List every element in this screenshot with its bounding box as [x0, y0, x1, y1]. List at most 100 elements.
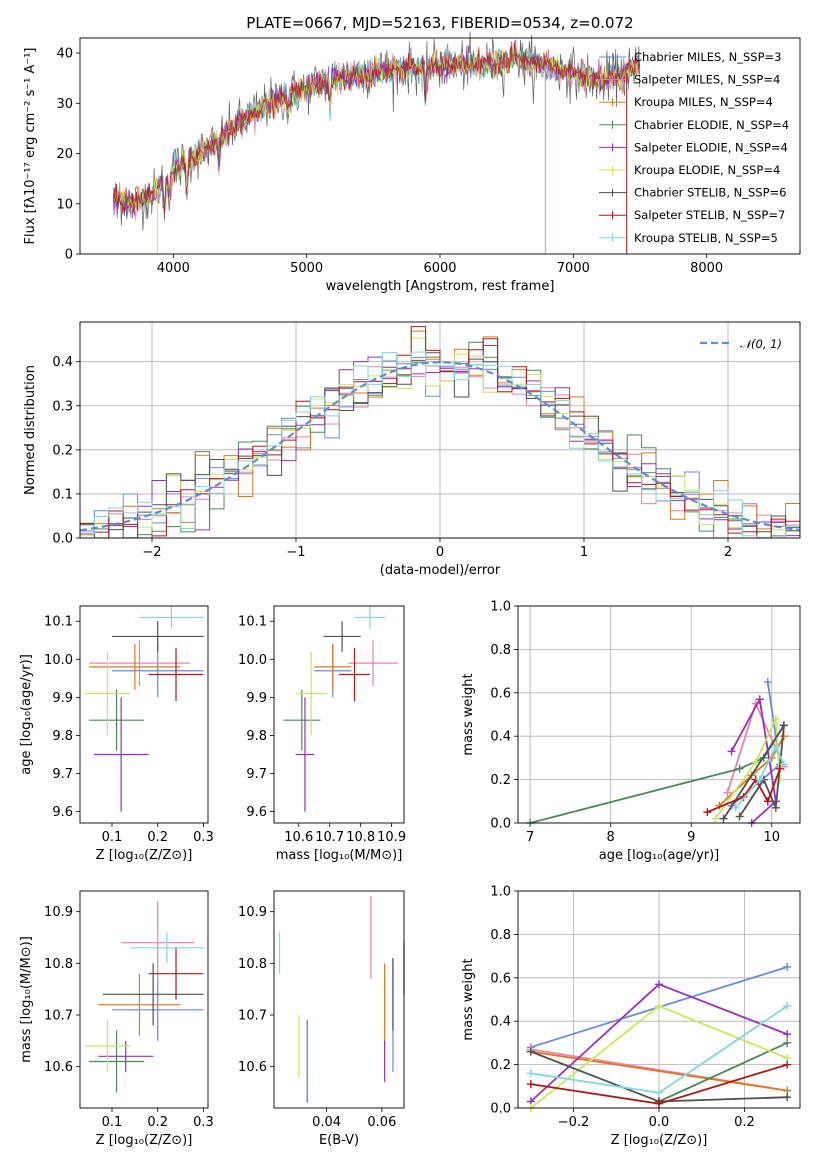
y-tick-label: 10.6 [44, 1060, 73, 1075]
x-tick-label: 0.2 [734, 1115, 755, 1130]
y-tick-label: 10.6 [238, 1060, 267, 1075]
spectrum-series-0 [112, 42, 641, 217]
x-tick-label: 5000 [290, 261, 323, 276]
y-axis-label: age [log₁₀(age/yr)] [19, 654, 34, 775]
x-axis-label: E(B-V) [319, 1133, 359, 1148]
x-axis-label: Z [log₁₀(Z/Z⊙)] [611, 1133, 708, 1148]
weight-line-6 [722, 724, 785, 820]
legend-label: Chabrier STELIB, N_SSP=6 [634, 186, 786, 200]
legend-label: Salpeter MILES, N_SSP=4 [634, 73, 780, 87]
y-tick-label: 0.0 [490, 1102, 511, 1117]
y-tick-label: 10.0 [238, 653, 267, 668]
axes-frame [273, 605, 405, 824]
legend-label: Salpeter STELIB, N_SSP=7 [634, 208, 785, 222]
y-tick-label: 9.8 [246, 729, 267, 744]
y-tick-label: 0.2 [490, 773, 511, 788]
y-tick-label: 1.0 [490, 885, 511, 900]
x-tick-label: 4000 [157, 261, 190, 276]
legend-label: Kroupa ELODIE, N_SSP=4 [634, 163, 780, 177]
y-tick-label: 10.9 [238, 905, 267, 920]
y-tick-label: 9.9 [52, 691, 73, 706]
x-tick-label: −0.2 [558, 1115, 590, 1130]
x-tick-label: 0.2 [147, 830, 168, 845]
x-tick-label: 9 [687, 830, 695, 845]
y-tick-label: 10.9 [44, 905, 73, 920]
y-tick-label: 10 [56, 197, 73, 212]
x-tick-label: 0.1 [102, 830, 123, 845]
y-tick-label: 10.8 [238, 957, 267, 972]
y-tick-label: 0.2 [490, 1058, 511, 1073]
y-axis-label: mass weight [461, 958, 476, 1040]
y-tick-label: 20 [56, 147, 73, 162]
spectrum-series-5 [112, 41, 641, 214]
legend-label: Salpeter ELODIE, N_SSP=4 [634, 140, 788, 154]
x-tick-label: 0.3 [193, 830, 214, 845]
axes-frame [79, 37, 801, 255]
x-axis-label: (data-model)/error [380, 563, 501, 578]
legend-label: Chabrier ELODIE, N_SSP=4 [634, 118, 789, 132]
y-tick-label: 9.6 [246, 805, 267, 820]
y-tick-label: 40 [56, 47, 73, 62]
y-tick-label: 0.1 [52, 487, 73, 502]
y-tick-label: 0.6 [490, 686, 511, 701]
y-tick-label: 10.1 [238, 615, 267, 630]
x-tick-label: 0.04 [312, 1115, 341, 1130]
y-tick-label: 0.2 [52, 443, 73, 458]
x-tick-label: 8000 [690, 261, 723, 276]
y-tick-label: 0.3 [52, 399, 73, 414]
x-tick-label: 0.0 [649, 1115, 670, 1130]
x-tick-label: 10.8 [346, 830, 375, 845]
y-tick-label: 10.8 [44, 957, 73, 972]
x-tick-label: 7 [526, 830, 534, 845]
y-tick-label: 30 [56, 97, 73, 112]
x-tick-label: −2 [142, 545, 161, 560]
y-tick-label: 0.0 [52, 532, 73, 547]
weight-line-8 [734, 744, 785, 809]
axes-frame [79, 605, 209, 824]
y-tick-label: 0.8 [490, 928, 511, 943]
y-axis-label: mass [log₁₀(M/M⊙)] [19, 936, 34, 1063]
y-tick-label: 0.4 [490, 1015, 511, 1030]
y-tick-label: 0.8 [490, 643, 511, 658]
y-tick-label: 1.0 [490, 600, 511, 615]
y-tick-label: 0.4 [52, 355, 73, 370]
x-axis-label: Z [log₁₀(Z/Z⊙)] [96, 1133, 193, 1148]
y-tick-label: 9.7 [246, 767, 267, 782]
x-tick-label: 0.3 [193, 1115, 214, 1130]
x-tick-label: 0.1 [102, 1115, 123, 1130]
histogram-series-8 [80, 351, 800, 538]
legend-label: Kroupa MILES, N_SSP=4 [634, 95, 773, 109]
y-tick-label: 0.4 [490, 730, 511, 745]
axes-frame [79, 321, 801, 539]
x-axis-label: Z [log₁₀(Z/Z⊙)] [96, 848, 193, 863]
chart-title: PLATE=0667, MJD=52163, FIBERID=0534, z=0… [246, 14, 633, 32]
y-tick-label: 10.1 [44, 615, 73, 630]
legend-label: Chabrier MILES, N_SSP=3 [634, 50, 781, 64]
x-tick-label: 10.9 [377, 830, 406, 845]
y-tick-label: 10.7 [238, 1009, 267, 1024]
axes-frame [273, 890, 405, 1109]
x-tick-label: 2 [724, 545, 732, 560]
y-axis-label: Normed distribution [23, 365, 38, 495]
x-tick-label: 0.06 [367, 1115, 396, 1130]
axes-frame [517, 890, 801, 1109]
x-tick-label: 0 [436, 545, 444, 560]
x-tick-label: −1 [286, 545, 305, 560]
x-axis-label: age [log₁₀(age/yr)] [599, 848, 720, 863]
y-tick-label: 9.9 [246, 691, 267, 706]
y-tick-label: 0.0 [490, 817, 511, 832]
x-tick-label: 8 [607, 830, 615, 845]
x-tick-label: 10.7 [315, 830, 344, 845]
y-tick-label: 10.7 [44, 1009, 73, 1024]
weight-line-3 [658, 1042, 788, 1103]
x-tick-label: 10.6 [284, 830, 313, 845]
x-tick-label: 10 [764, 830, 781, 845]
y-tick-label: 9.8 [52, 729, 73, 744]
weight-line-5 [714, 718, 781, 820]
y-axis-label: mass weight [461, 673, 476, 755]
x-tick-label: 0.2 [147, 1115, 168, 1130]
spectrum-series-7 [112, 40, 641, 215]
x-axis-label: mass [log₁₀(M/M⊙)] [276, 848, 403, 863]
y-tick-label: 9.7 [52, 767, 73, 782]
